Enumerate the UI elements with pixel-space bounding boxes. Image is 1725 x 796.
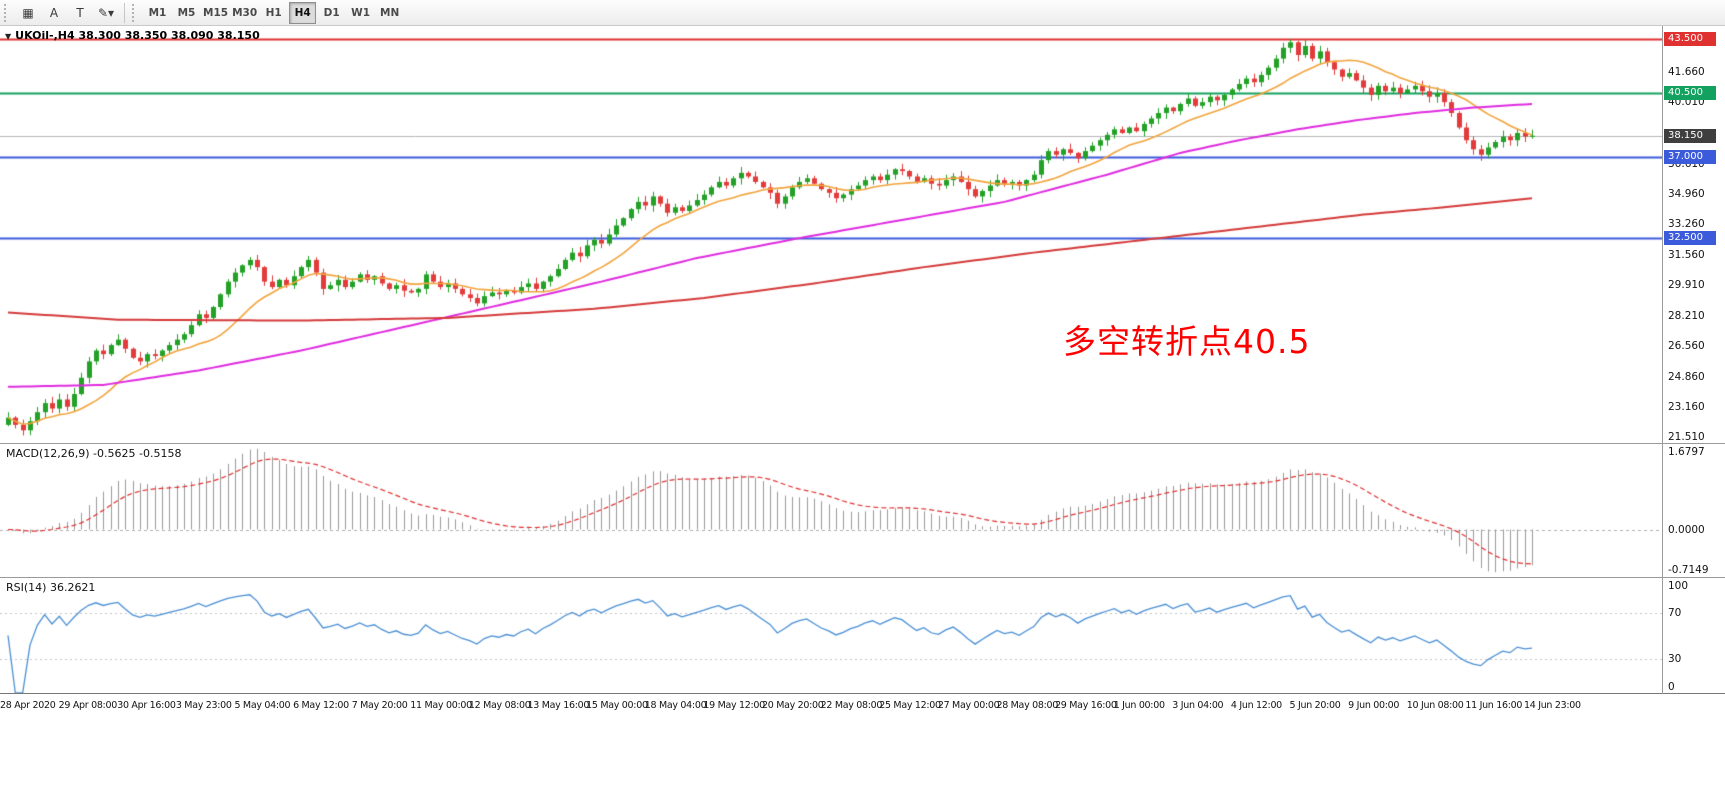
toolbar-grip[interactable] bbox=[4, 3, 10, 22]
current-price-badge: 38.150 bbox=[1664, 128, 1716, 143]
time-tick-label: 28 May 08:00 bbox=[996, 700, 1058, 711]
timeframe-m15-button[interactable]: M15 bbox=[203, 6, 229, 19]
rsi-70-label: 70 bbox=[1668, 606, 1682, 619]
main-price-panel: ▼ UKOil-,H4 38.300 38.350 38.090 38.150 多… bbox=[0, 26, 1725, 444]
price-tick-label: 26.560 bbox=[1668, 339, 1705, 352]
time-tick-label: 27 May 00:00 bbox=[937, 700, 1000, 711]
timeframe-m1-button[interactable]: M1 bbox=[148, 6, 167, 19]
toolbar-separator bbox=[124, 2, 125, 23]
annotation-a-tool[interactable]: A bbox=[49, 5, 59, 20]
time-tick-label: 3 May 23:00 bbox=[175, 700, 232, 711]
price-level-badge: 37.000 bbox=[1664, 149, 1716, 164]
macd-min-label: -0.7149 bbox=[1668, 564, 1709, 576]
time-tick-label: 29 May 16:00 bbox=[1055, 700, 1117, 711]
time-tick-label: 28 Apr 2020 bbox=[0, 700, 56, 711]
time-tick-label: 3 Jun 04:00 bbox=[1172, 700, 1224, 711]
price-tick-label: 29.910 bbox=[1668, 279, 1705, 292]
rsi-30-label: 30 bbox=[1668, 652, 1682, 665]
time-tick-label: 15 May 00:00 bbox=[586, 700, 648, 711]
rsi-0-label: 0 bbox=[1668, 681, 1675, 693]
time-tick-label: 29 Apr 08:00 bbox=[58, 700, 118, 711]
timeframe-m5-button[interactable]: M5 bbox=[177, 6, 196, 19]
time-tick-label: 7 May 20:00 bbox=[351, 700, 408, 711]
time-tick-label: 6 May 12:00 bbox=[293, 700, 349, 711]
price-tick-label: 24.860 bbox=[1668, 370, 1705, 383]
price-tick-label: 21.510 bbox=[1668, 431, 1705, 444]
chart-collapse-triangle-icon[interactable]: ▼ bbox=[5, 32, 12, 41]
macd-label: MACD(12,26,9) -0.5625 -0.5158 bbox=[6, 447, 182, 460]
time-axis[interactable]: 28 Apr 2020 29 Apr 08:00 30 Apr 16:00 3 May… bbox=[0, 694, 1725, 724]
time-tick-label: 4 Jun 12:00 bbox=[1230, 700, 1282, 711]
price-level-badge: 40.500 bbox=[1664, 86, 1716, 101]
price-tick-label: 34.960 bbox=[1668, 187, 1705, 200]
macd-panel: MACD(12,26,9) -0.5625 -0.5158 bbox=[0, 444, 1725, 578]
time-tick-label: 11 Jun 16:00 bbox=[1465, 700, 1523, 711]
rsi-label: RSI(14) 36.2621 bbox=[6, 581, 96, 594]
time-tick-label: 1 Jun 00:00 bbox=[1113, 700, 1165, 711]
time-tick-label: 13 May 16:00 bbox=[527, 700, 590, 711]
price-tick-label: 28.210 bbox=[1668, 309, 1705, 322]
time-tick-label: 9 Jun 00:00 bbox=[1348, 700, 1400, 711]
chart-annotation: 多空转折点40.5 bbox=[1063, 322, 1311, 361]
toolbar: ▦ A T ✎▾ M1 M5 M15 M30 H1 H4 D1 W1 MN bbox=[0, 0, 1725, 26]
time-tick-label: 18 May 04:00 bbox=[644, 700, 707, 711]
rsi-100-label: 100 bbox=[1668, 580, 1689, 592]
price-level-badge: 32.500 bbox=[1664, 231, 1716, 246]
price-level-badge: 43.500 bbox=[1664, 31, 1716, 46]
symbol-ohlc-text: UKOil-,H4 38.300 38.350 38.090 38.150 bbox=[15, 29, 260, 42]
timeframe-h4-button[interactable]: H4 bbox=[289, 1, 317, 24]
timeframe-w1-button[interactable]: W1 bbox=[351, 6, 371, 19]
price-tick-label: 31.560 bbox=[1668, 249, 1705, 262]
timeframe-h1-button[interactable]: H1 bbox=[265, 6, 282, 19]
time-tick-label: 14 Jun 23:00 bbox=[1524, 700, 1581, 711]
timeframe-buttons: M1 M5 M15 M30 H1 H4 D1 W1 MN bbox=[143, 1, 404, 24]
main-chart-canvas[interactable] bbox=[0, 26, 1662, 443]
price-tick-label: 33.260 bbox=[1668, 218, 1705, 231]
price-axis[interactable]: 41.660 40.010 36.610 34.960 33.260 31.560 29.9… bbox=[1662, 26, 1725, 694]
time-tick-label: 10 Jun 08:00 bbox=[1406, 700, 1464, 711]
symbol-header: ▼ UKOil-,H4 38.300 38.350 38.090 38.150 bbox=[5, 29, 260, 42]
time-tick-label: 20 May 20:00 bbox=[762, 700, 824, 711]
macd-zero-label: 0.0000 bbox=[1668, 523, 1705, 536]
timeframe-m30-button[interactable]: M30 bbox=[232, 6, 258, 19]
macd-canvas[interactable] bbox=[0, 444, 1662, 577]
time-tick-label: 30 Apr 16:00 bbox=[117, 700, 176, 711]
timeframe-d1-button[interactable]: D1 bbox=[323, 6, 340, 19]
time-tick-label: 19 May 12:00 bbox=[703, 700, 765, 711]
rsi-canvas[interactable] bbox=[0, 578, 1662, 693]
time-tick-label: 11 May 00:00 bbox=[410, 700, 472, 711]
chart-grid-icon[interactable]: ▦ bbox=[22, 5, 34, 20]
time-tick-label: 5 May 04:00 bbox=[234, 700, 291, 711]
timeframe-mn-button[interactable]: MN bbox=[380, 6, 400, 19]
toolbar-grip-2[interactable] bbox=[132, 3, 138, 22]
text-label-tool[interactable]: T bbox=[76, 5, 84, 20]
time-tick-label: 5 Jun 20:00 bbox=[1289, 700, 1341, 711]
price-tick-label: 23.160 bbox=[1668, 401, 1705, 414]
toolbar-tools: ▦ A T ✎▾ bbox=[15, 2, 119, 24]
macd-max-label: 1.6797 bbox=[1668, 446, 1705, 458]
drawing-tools-dropdown[interactable]: ✎▾ bbox=[97, 5, 115, 20]
time-tick-label: 22 May 08:00 bbox=[820, 700, 883, 711]
time-tick-label: 12 May 08:00 bbox=[468, 700, 531, 711]
price-tick-label: 41.660 bbox=[1668, 66, 1705, 79]
time-tick-label: 25 May 12:00 bbox=[879, 700, 941, 711]
chart-window: ▼ UKOil-,H4 38.300 38.350 38.090 38.150 多… bbox=[0, 26, 1725, 796]
rsi-panel: RSI(14) 36.2621 bbox=[0, 578, 1725, 694]
